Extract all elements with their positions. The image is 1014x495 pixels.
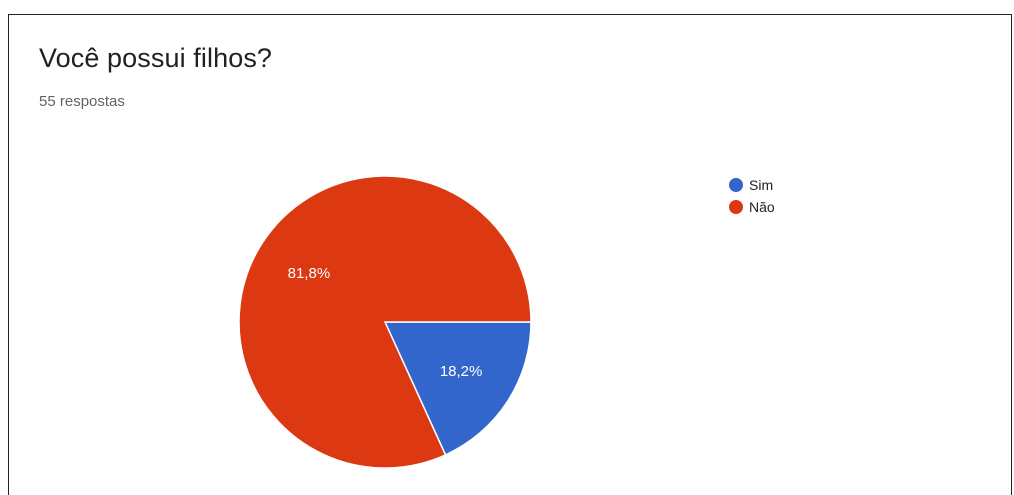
pie-slice-nao[interactable]	[238, 175, 532, 469]
pie-label-sim: 18,2%	[440, 363, 483, 380]
chart-title: Você possui filhos?	[39, 43, 273, 73]
response-count: 55 respostas	[39, 93, 125, 110]
legend: Sim Não	[729, 175, 775, 219]
pie-labels: 18,2% 81,8%	[288, 265, 483, 380]
pie-label-nao: 81,8%	[288, 265, 331, 282]
legend-item-sim[interactable]: Sim	[729, 175, 775, 194]
legend-item-nao[interactable]: Não	[729, 197, 775, 216]
pie-slices	[238, 175, 532, 469]
pie-chart: 18,2% 81,8%	[238, 175, 532, 469]
pie-slice-sim[interactable]	[383, 321, 532, 456]
chart-card: Você possui filhos? 55 respostas 18,2% 81…	[8, 14, 1012, 495]
legend-label-nao: Não	[749, 198, 775, 215]
legend-swatch-sim	[729, 177, 743, 192]
legend-label-sim: Sim	[749, 176, 774, 193]
legend-swatch-nao	[729, 199, 743, 214]
